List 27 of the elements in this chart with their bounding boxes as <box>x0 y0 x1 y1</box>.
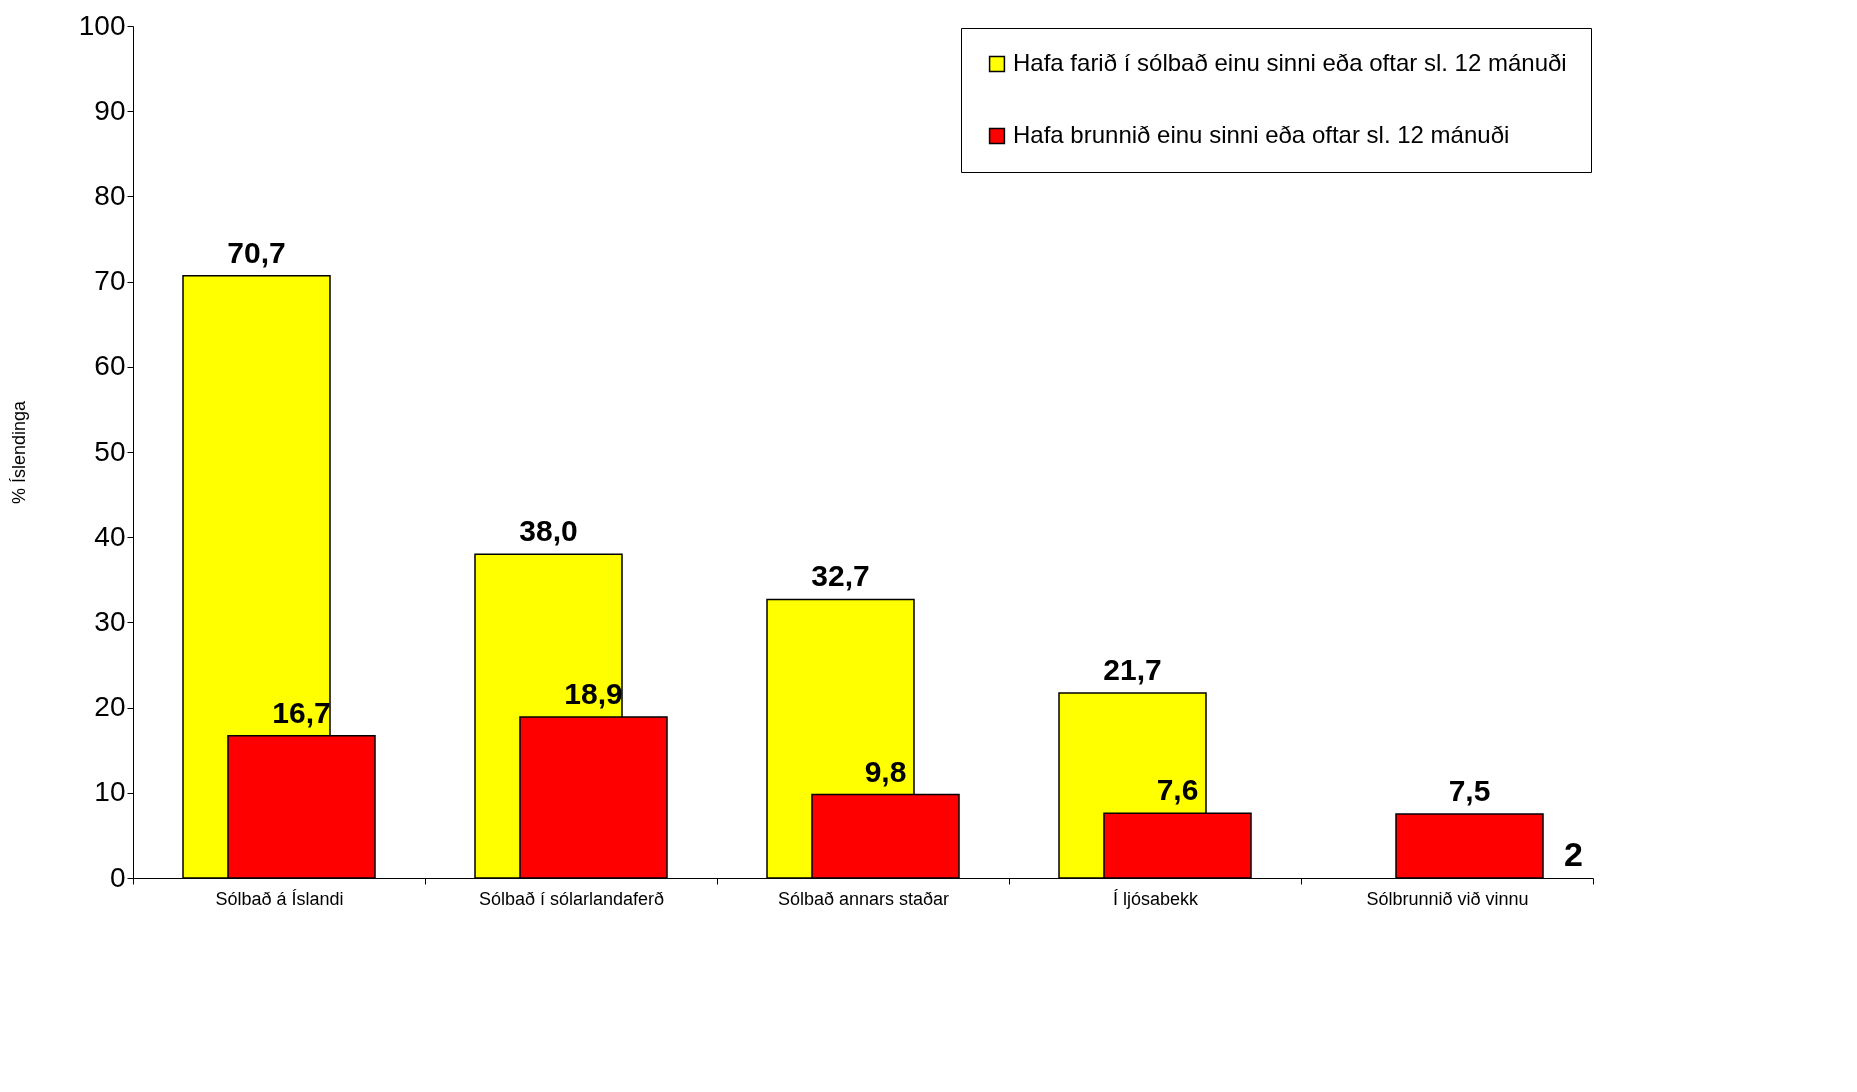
y-tick-label: 0 <box>109 861 126 893</box>
y-tick-label: 80 <box>94 179 126 211</box>
y-tick-label: 90 <box>94 94 126 126</box>
y-tick-label: 40 <box>94 520 126 552</box>
data-label: 38,0 <box>519 514 578 548</box>
y-tick-label: 60 <box>94 350 126 382</box>
data-label: 7,5 <box>1448 774 1491 808</box>
y-tick-label: 10 <box>94 776 126 808</box>
legend-label: Hafa brunnið einu sinni eða oftar sl. 12 mánuði <box>1013 121 1510 148</box>
data-label: 32,7 <box>811 559 870 593</box>
y-tick-label: 50 <box>94 435 126 467</box>
annotation: 2 <box>1564 835 1583 873</box>
data-label: 21,7 <box>1103 653 1162 687</box>
x-tick-label: Sólbað annars staðar <box>777 888 950 909</box>
y-tick-label: 70 <box>94 265 126 297</box>
data-label: 7,6 <box>1156 773 1199 807</box>
x-tick-label: Í ljósabekk <box>1112 888 1200 909</box>
y-axis-title: % Íslendinga <box>8 399 29 505</box>
y-tick-label: 30 <box>94 605 126 637</box>
legend-label: Hafa farið í sólbað einu sinni eða oftar sl. 12 mánuði <box>1013 49 1567 76</box>
data-label: 9,8 <box>864 754 907 788</box>
x-tick-label: Sólbrunnið við vinnu <box>1366 888 1529 909</box>
y-tick-label: 20 <box>94 691 126 723</box>
data-label: 70,7 <box>227 235 286 269</box>
y-tick-label: 100 <box>78 9 126 41</box>
x-tick-label: Sólbað í sólarlandaferð <box>478 888 665 909</box>
x-tick-label: Sólbað á Íslandi <box>215 888 344 909</box>
